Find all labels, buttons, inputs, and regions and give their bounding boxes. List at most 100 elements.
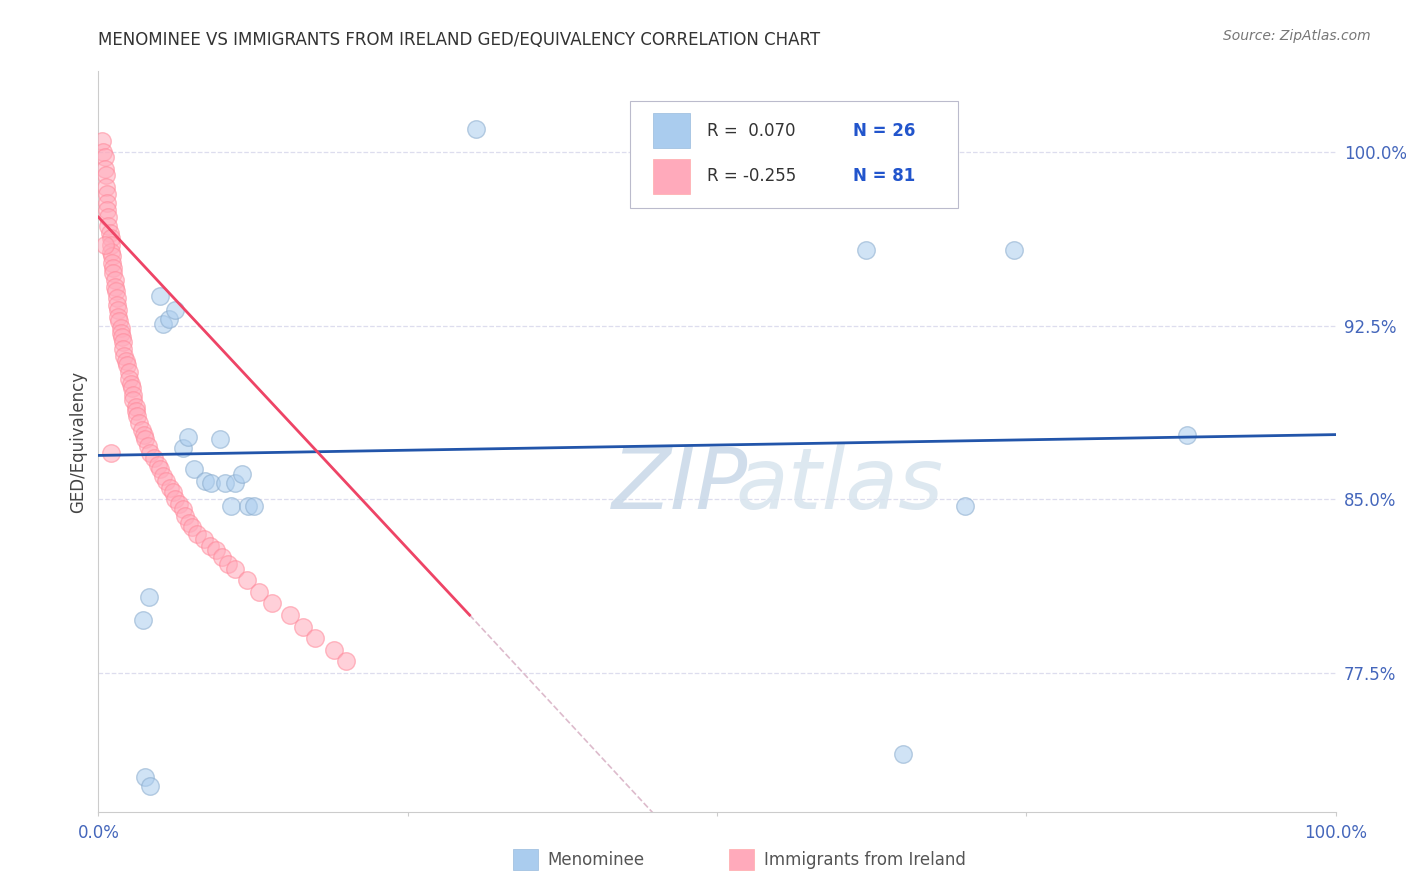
- Point: [118, 372, 141, 386]
- FancyBboxPatch shape: [513, 849, 537, 871]
- Point: [181, 520, 204, 534]
- Point: [157, 312, 180, 326]
- Text: Menominee: Menominee: [547, 851, 645, 869]
- Point: [112, 342, 135, 356]
- Point: [114, 353, 136, 368]
- Point: [97, 210, 120, 224]
- Point: [172, 501, 194, 516]
- FancyBboxPatch shape: [730, 849, 754, 871]
- Point: [93, 161, 115, 176]
- Point: [104, 284, 127, 298]
- Point: [205, 543, 228, 558]
- Point: [260, 597, 283, 611]
- Point: [101, 256, 124, 270]
- Point: [125, 409, 148, 423]
- Point: [278, 608, 301, 623]
- Point: [100, 231, 122, 245]
- Point: [124, 400, 146, 414]
- Point: [96, 203, 118, 218]
- Point: [110, 321, 132, 335]
- Point: [122, 388, 145, 402]
- Point: [110, 326, 132, 340]
- Point: [217, 557, 239, 571]
- Point: [211, 550, 233, 565]
- Point: [134, 770, 156, 784]
- Point: [335, 654, 357, 668]
- Point: [108, 314, 131, 328]
- Point: [128, 416, 150, 430]
- Point: [91, 134, 114, 148]
- Point: [855, 243, 877, 257]
- Point: [186, 527, 208, 541]
- Point: [138, 590, 160, 604]
- Point: [139, 446, 162, 460]
- Text: N = 81: N = 81: [853, 168, 915, 186]
- Point: [1002, 243, 1025, 257]
- Point: [174, 508, 197, 523]
- Point: [107, 310, 129, 324]
- Point: [236, 500, 259, 514]
- Text: R = -0.255: R = -0.255: [707, 168, 796, 186]
- Point: [134, 432, 156, 446]
- Point: [155, 474, 177, 488]
- Point: [136, 439, 159, 453]
- Text: ZIP: ZIP: [612, 444, 748, 527]
- Point: [198, 539, 221, 553]
- Point: [100, 446, 122, 460]
- Point: [152, 469, 174, 483]
- Point: [101, 249, 124, 263]
- Point: [131, 423, 153, 437]
- Point: [124, 404, 146, 418]
- Point: [304, 631, 326, 645]
- Point: [322, 642, 344, 657]
- Point: [224, 476, 246, 491]
- Point: [159, 481, 181, 495]
- Point: [143, 450, 166, 465]
- Point: [149, 289, 172, 303]
- FancyBboxPatch shape: [652, 159, 690, 194]
- Point: [103, 266, 125, 280]
- Point: [247, 585, 270, 599]
- Point: [891, 747, 914, 761]
- Point: [115, 358, 138, 372]
- Point: [236, 574, 259, 588]
- Point: [94, 180, 117, 194]
- Text: atlas: atlas: [735, 444, 943, 527]
- Point: [194, 474, 217, 488]
- Point: [162, 485, 184, 500]
- Text: Immigrants from Ireland: Immigrants from Ireland: [763, 851, 966, 869]
- Point: [94, 169, 117, 183]
- Point: [224, 562, 246, 576]
- Point: [111, 330, 134, 344]
- Point: [243, 500, 266, 514]
- Point: [100, 244, 122, 259]
- Text: N = 26: N = 26: [853, 121, 915, 139]
- Point: [146, 458, 169, 472]
- Point: [953, 500, 976, 514]
- Text: Source: ZipAtlas.com: Source: ZipAtlas.com: [1223, 29, 1371, 43]
- Point: [165, 302, 187, 317]
- Point: [152, 317, 174, 331]
- Point: [120, 376, 142, 391]
- Text: MENOMINEE VS IMMIGRANTS FROM IRELAND GED/EQUIVALENCY CORRELATION CHART: MENOMINEE VS IMMIGRANTS FROM IRELAND GED…: [98, 31, 821, 49]
- Y-axis label: GED/Equivalency: GED/Equivalency: [69, 370, 87, 513]
- Point: [107, 302, 129, 317]
- Point: [139, 779, 162, 793]
- Point: [122, 392, 145, 407]
- Text: R =  0.070: R = 0.070: [707, 121, 796, 139]
- Point: [208, 432, 231, 446]
- Point: [121, 381, 143, 395]
- Point: [165, 492, 187, 507]
- Point: [176, 430, 198, 444]
- Point: [464, 122, 486, 136]
- Point: [98, 227, 121, 241]
- Point: [93, 145, 115, 160]
- Point: [112, 334, 135, 349]
- Point: [105, 298, 128, 312]
- Point: [103, 272, 125, 286]
- Point: [93, 238, 115, 252]
- Point: [149, 462, 172, 476]
- Point: [105, 291, 128, 305]
- FancyBboxPatch shape: [652, 112, 690, 148]
- Point: [219, 500, 242, 514]
